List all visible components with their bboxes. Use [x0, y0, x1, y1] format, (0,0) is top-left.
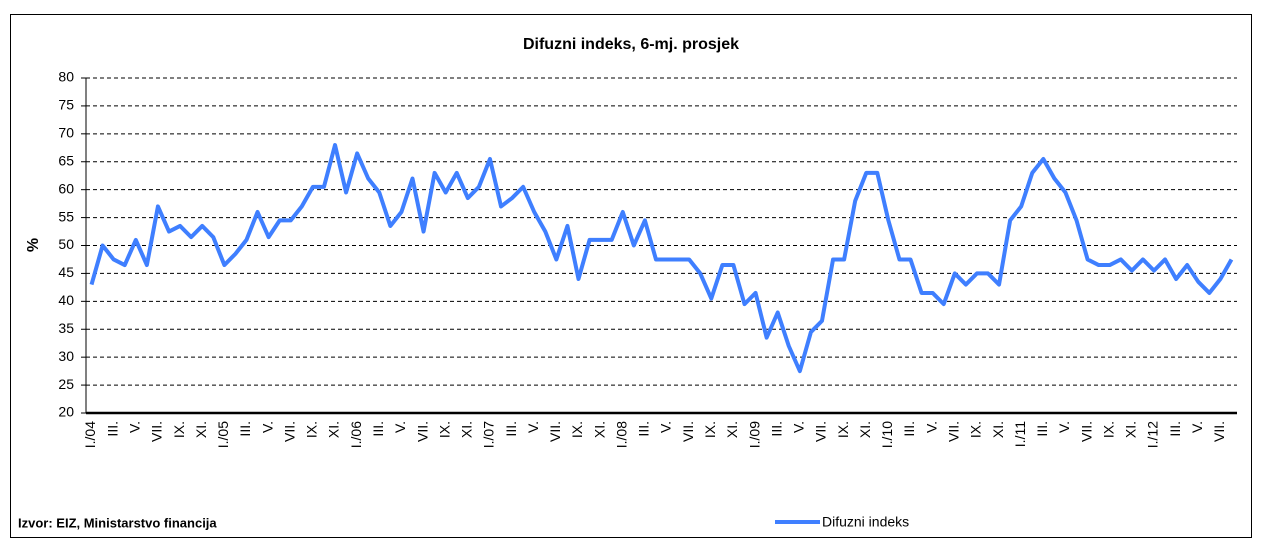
x-tick-label: III.: [503, 421, 519, 437]
x-tick-label: VII.: [547, 421, 563, 442]
x-tick-label: XI.: [591, 421, 607, 438]
y-tick-label: 45: [58, 264, 74, 280]
x-tick-label: III.: [1167, 421, 1183, 437]
x-tick-label: V.: [127, 421, 143, 433]
x-tick-label: XI.: [459, 421, 475, 438]
x-tick-label: XI.: [724, 421, 740, 438]
x-tick-label: III.: [370, 421, 386, 437]
chart-border: [10, 14, 1252, 538]
x-tick-label: I./05: [215, 421, 231, 448]
x-tick-label: VII.: [149, 421, 165, 442]
x-tick-label: XI.: [326, 421, 342, 438]
y-tick-label: 75: [58, 97, 74, 113]
x-tick-label: I./10: [879, 421, 895, 448]
x-tick-label: VII.: [680, 421, 696, 442]
chart-title: Difuzni indeks, 6-mj. prosjek: [523, 36, 739, 53]
x-tick-label: V.: [1189, 421, 1205, 433]
x-tick-label: VII.: [281, 421, 297, 442]
x-tick-label: IX.: [968, 421, 984, 438]
x-tick-label: V.: [259, 421, 275, 433]
y-tick-label: 70: [58, 125, 74, 141]
y-tick-label: 20: [58, 404, 74, 420]
y-tick-label: 60: [58, 180, 74, 196]
x-tick-label: III.: [901, 421, 917, 437]
y-tick-label: 50: [58, 236, 74, 252]
x-tick-label: IX.: [436, 421, 452, 438]
y-tick-label: 35: [58, 320, 74, 336]
x-tick-label: XI.: [193, 421, 209, 438]
legend-label: Difuzni indeks: [822, 514, 909, 530]
x-tick-label: III.: [104, 421, 120, 437]
x-tick-label: V.: [923, 421, 939, 433]
x-tick-label: V.: [525, 421, 541, 433]
x-tick-label: IX.: [835, 421, 851, 438]
x-tick-label: I./04: [82, 421, 98, 448]
x-tick-label: I./12: [1145, 421, 1161, 448]
x-tick-label: VII.: [945, 421, 961, 442]
x-tick-label: I./08: [613, 421, 629, 448]
x-tick-label: I./11: [1012, 421, 1028, 447]
x-tick-label: XI.: [990, 421, 1006, 438]
y-tick-label: 30: [58, 348, 74, 364]
x-tick-label: IX.: [304, 421, 320, 438]
x-tick-label: IX.: [702, 421, 718, 438]
x-tick-label: I./07: [481, 421, 497, 448]
x-tick-label: XI.: [1123, 421, 1139, 438]
x-tick-label: V.: [1056, 421, 1072, 433]
y-tick-label: 40: [58, 292, 74, 308]
y-tick-label: 55: [58, 208, 74, 224]
x-tick-label: I./06: [348, 421, 364, 448]
y-tick-label: 80: [58, 69, 74, 85]
x-tick-label: V.: [791, 421, 807, 433]
source-note: Izvor: EIZ, Ministarstvo financija: [18, 515, 217, 530]
y-tick-label: 25: [58, 376, 74, 392]
x-tick-label: VII.: [414, 421, 430, 442]
x-tick-label: IX.: [1100, 421, 1116, 438]
x-tick-label: V.: [392, 421, 408, 433]
x-tick-label: V.: [658, 421, 674, 433]
data-line: [89, 143, 1234, 374]
x-tick-label: VII.: [1211, 421, 1227, 442]
x-tick-label: XI.: [857, 421, 873, 438]
y-axis-label: %: [25, 238, 42, 252]
x-tick-label: I./09: [746, 421, 762, 448]
x-tick-label: IX.: [569, 421, 585, 438]
x-tick-label: VII.: [1078, 421, 1094, 442]
y-tick-label: 65: [58, 152, 74, 168]
x-tick-label: VII.: [813, 421, 829, 442]
x-tick-label: IX.: [171, 421, 187, 438]
x-tick-label: III.: [1034, 421, 1050, 437]
x-tick-label: III.: [237, 421, 253, 437]
x-tick-label: III.: [768, 421, 784, 437]
x-tick-label: III.: [636, 421, 652, 437]
